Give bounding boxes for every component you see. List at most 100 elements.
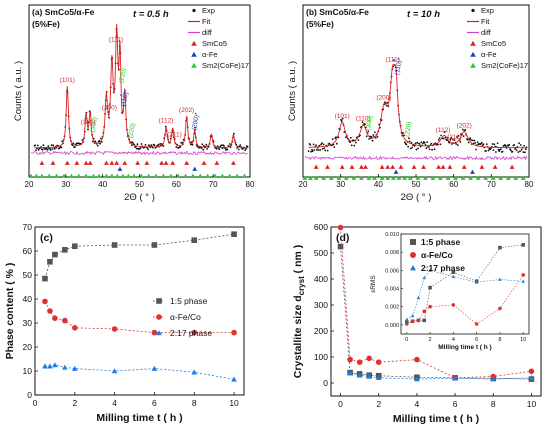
reflection-marker [325,164,330,169]
reflection-marker [197,173,203,178]
peak-label: (111) [386,57,400,64]
peak-label: (200)* [191,112,201,131]
y-tick-label: 100 [314,352,328,362]
data-point [52,251,58,258]
data-point [42,363,48,369]
reflection-marker [468,175,474,180]
y-tick-label: 40 [23,294,33,304]
reflection-marker [74,160,80,165]
inset-data-point [410,314,415,318]
panel-subtitle: (5%Fe) [32,19,60,29]
inset-data-point [451,270,456,274]
data-point [528,375,535,381]
reflection-marker [461,164,467,169]
data-point [191,369,198,375]
data-point [231,376,237,382]
fit-line [34,24,248,149]
reflection-marker [339,164,345,169]
x-tick-label: 50 [135,180,144,189]
inset-y-tick-label: 0.008 [385,250,399,256]
inset-data-point [416,318,421,323]
reflection-marker [436,164,441,169]
x-tick-label: 60 [172,180,181,189]
reflection-marker [363,164,368,169]
data-point [231,329,237,336]
inset-data-point [474,322,479,326]
inset-data-point [422,309,427,314]
reflection-marker [313,175,319,180]
reflection-marker [460,175,466,180]
inset-data-point [498,245,502,250]
reflection-marker [483,175,489,180]
x-tick-label: 2 [72,398,77,408]
panel-title: (d) [336,232,349,244]
y-tick-label: 0 [323,378,328,388]
legend-label: α-Fe [481,50,497,59]
reflection-marker [214,160,220,165]
reflection-marker [242,173,247,178]
reflection-marker [366,175,372,180]
peak-label: (220) [404,121,414,137]
panel-subtitle: (5%Fe) [306,19,334,29]
inset-data-point [405,320,409,324]
inset-data-point [498,277,502,281]
inset-data-point [451,274,456,279]
peak-label: (112) [159,118,174,125]
y-axis-label-tail: ( nm ) [292,245,304,277]
inset-legend-marker [410,252,416,258]
reflection-marker [430,175,436,180]
reflection-marker [122,160,128,165]
y-tick-label: 10 [23,366,33,376]
reflection-marker [479,164,485,169]
reflection-marker [54,173,60,178]
data-point [414,356,420,363]
legend-label: Fit [481,17,490,26]
peak-label: (110)* [120,89,130,108]
data-point [62,364,68,370]
reflection-marker [453,175,458,180]
legend-label: α-Fe/Co [170,312,201,322]
reflection-marker [114,160,120,165]
legend-marker [156,330,162,336]
y-tick-label: 500 [314,248,328,258]
legend-label: diff [202,28,213,37]
reflection-marker [313,164,319,169]
reflection-marker [103,160,109,165]
reflection-marker [391,175,396,180]
legend-label: Exp [481,6,494,15]
reflection-marker [39,160,45,165]
peak-label: (200) [102,105,117,112]
reflection-marker [470,169,475,174]
data-point [231,231,237,237]
line-panel-c: 0 2 4 6 8 10 0 10 20 30 40 50 60 70 Milling time t ( h… [4,222,245,424]
series-line [44,233,235,279]
reflection-marker [117,166,123,171]
series-line [45,364,235,380]
legend-marker [191,40,197,46]
reflection-marker [61,173,67,178]
x-tick-label: 8 [192,398,197,408]
inset-legend-label: α-Fe/Co [421,250,453,260]
reflection-marker [351,175,357,180]
peak-label: (110) [356,116,371,123]
reflection-marker [146,173,152,178]
legend-label: α-Fe [202,50,218,59]
x-axis-label: Milling time t ( h ) [393,413,479,425]
y-axis-label: Phase content ( % ) [4,263,16,360]
legend-marker [192,8,196,13]
legend-label: 1:5 phase [170,296,208,306]
x-tick-label: 60 [449,180,458,189]
y-axis-label: Crystallite size dcryst ( nm ) [292,245,306,379]
panel-annotation: t = 10 h [407,9,440,20]
reflection-marker [492,164,498,169]
data-point [47,259,53,265]
inset-x-tick-label: 0 [405,337,408,343]
legend-label: Sm2(CoFe)17 [481,61,528,70]
reflection-marker [109,160,115,165]
reflection-marker [135,160,141,165]
reflection-marker [153,173,159,178]
data-point [356,359,363,366]
legend-label: SmCo5 [202,39,227,48]
reflection-marker [509,164,515,169]
